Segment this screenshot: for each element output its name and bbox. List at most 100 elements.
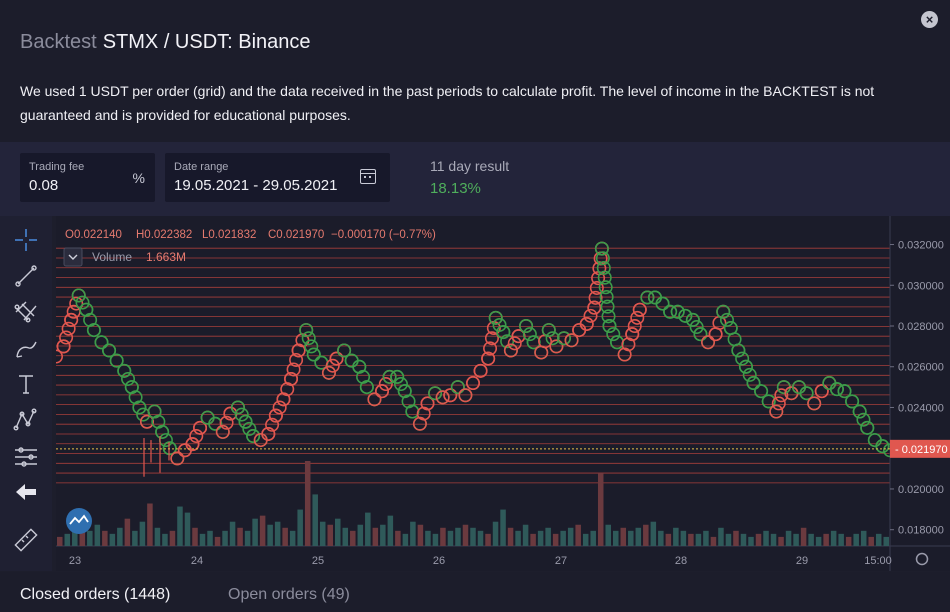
volume-bar (447, 530, 454, 546)
volume-bar (64, 533, 71, 546)
buy-order-marker (601, 309, 616, 324)
settings-gear-icon[interactable] (915, 552, 929, 566)
volume-bar (117, 527, 123, 546)
trading-fee-value[interactable]: 0.08 (29, 177, 59, 194)
pattern-icon[interactable] (12, 406, 40, 434)
sell-order-marker (69, 296, 84, 311)
volume-bar (710, 536, 717, 546)
buy-order-marker (526, 335, 541, 350)
x-tick-label: 15:00 (864, 555, 892, 567)
volume-bar (402, 533, 409, 546)
sell-order-marker (378, 377, 393, 392)
sell-order-marker (420, 396, 435, 411)
text-icon[interactable] (12, 370, 40, 398)
brush-icon[interactable] (12, 334, 40, 362)
buy-order-marker (306, 347, 321, 362)
volume-bar (357, 524, 364, 546)
volume-bar (252, 518, 258, 546)
buy-order-marker (230, 400, 245, 415)
volume-bar (470, 527, 476, 546)
buy-order-marker (71, 288, 86, 303)
sell-order-marker (507, 336, 522, 351)
date-range-value[interactable]: 19.05.2021 - 29.05.2021 (174, 177, 338, 194)
volume-bar (410, 521, 416, 546)
buy-order-marker (299, 323, 314, 338)
sell-order-marker (583, 308, 598, 323)
volume-bar (552, 533, 559, 546)
buy-order-marker (238, 414, 253, 429)
modal-title: Backtest STMX / USDT: Binance (20, 31, 311, 54)
buy-order-marker (304, 339, 319, 354)
price-chart[interactable]: - 0.021970 0.032000 0.030000 0.028000 0.0260… (49, 216, 950, 571)
sell-order-marker (193, 420, 208, 435)
sell-order-marker (56, 339, 71, 354)
sell-order-marker (627, 319, 642, 334)
volume-bar (800, 527, 807, 546)
buy-order-marker (132, 400, 147, 415)
ohlc-value: L0.021832 (202, 229, 256, 241)
ruler-icon[interactable] (12, 526, 40, 554)
y-tick-label: 0.026000 (898, 362, 944, 374)
buy-order-marker (109, 353, 124, 368)
sell-order-marker (484, 331, 499, 346)
volume-bar (545, 527, 551, 546)
volume-bar (613, 530, 619, 546)
y-tick-label: 0.030000 (898, 280, 944, 292)
legend-collapse-button[interactable] (63, 247, 83, 267)
volume-bar (673, 527, 679, 546)
buy-order-marker (597, 270, 612, 285)
sell-order-marker (465, 376, 480, 391)
volume-bar (259, 515, 266, 546)
volume-bar (868, 536, 874, 546)
volume-bar (763, 530, 769, 546)
back-arrow-icon[interactable] (12, 478, 40, 506)
buy-order-marker (488, 310, 503, 325)
volume-bar (72, 527, 78, 546)
volume-bar (718, 527, 724, 546)
volume-bar (492, 521, 499, 546)
buy-order-marker (102, 343, 117, 358)
crosshair-icon[interactable] (12, 226, 40, 254)
buy-order-marker (522, 327, 537, 342)
buy-order-marker (716, 304, 731, 319)
sell-order-marker (375, 384, 390, 399)
x-tick-label: 26 (433, 555, 445, 567)
close-icon[interactable]: × (921, 11, 938, 28)
buy-order-marker (829, 382, 844, 397)
trading-fee-field[interactable]: Trading fee 0.08 % (20, 153, 155, 202)
date-range-label: Date range (174, 161, 229, 173)
x-tick-label: 28 (675, 555, 687, 567)
buy-order-marker (693, 327, 708, 342)
buy-order-marker (86, 323, 101, 338)
trend-line-icon[interactable] (12, 262, 40, 290)
ohlc-value: H0.022382 (136, 229, 192, 241)
volume-bar (289, 530, 296, 546)
volume-bar (590, 530, 596, 546)
volume-bar (109, 533, 116, 546)
price-chart-svg[interactable]: - 0.021970 0.032000 0.030000 0.028000 0.0260… (49, 216, 950, 571)
tab-closed-orders[interactable]: Closed orders (1448) (20, 586, 171, 603)
buy-order-marker (162, 441, 177, 456)
volume-bar (132, 530, 138, 546)
tab-open-orders[interactable]: Open orders (49) (228, 586, 350, 603)
calendar-icon[interactable] (360, 169, 376, 184)
buy-order-marker (852, 404, 867, 419)
sell-order-marker (587, 300, 602, 315)
volume-bar (319, 521, 326, 546)
volume-bar (628, 530, 634, 546)
ohlc-value: C0.021970 (268, 229, 324, 241)
sell-order-marker (771, 396, 786, 411)
volume-bar (733, 530, 739, 546)
buy-order-marker (541, 323, 556, 338)
sell-order-marker (321, 365, 336, 380)
buy-order-marker (860, 420, 875, 435)
volume-bar (605, 524, 611, 546)
fib-icon[interactable] (12, 298, 40, 326)
sell-order-marker (774, 388, 789, 403)
volume-bar (875, 533, 882, 546)
buy-order-marker (738, 359, 753, 374)
buy-order-marker (689, 320, 704, 335)
sell-order-marker (483, 341, 498, 356)
date-range-field[interactable]: Date range 19.05.2021 - 29.05.2021 (165, 153, 390, 202)
measure-settings-icon[interactable] (12, 442, 40, 470)
